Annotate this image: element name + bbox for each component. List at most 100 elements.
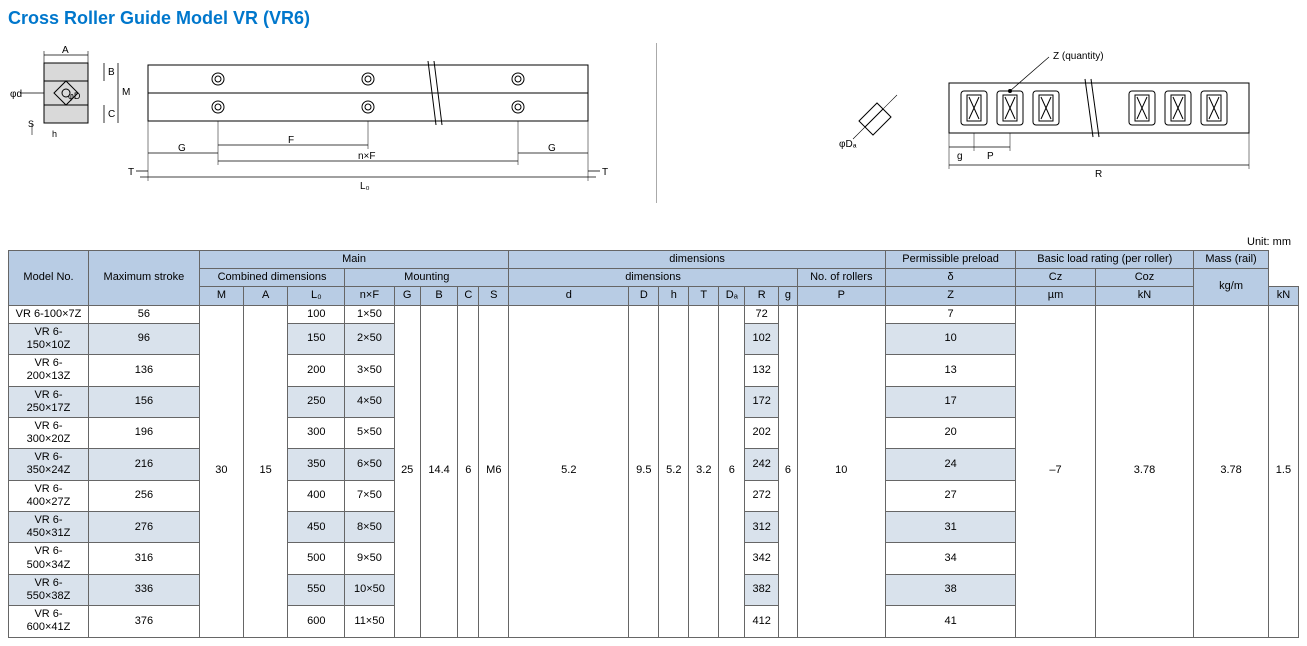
label-A: A [62,45,69,56]
cell: 150 [288,323,345,354]
label-Z: Z (quantity) [1053,51,1104,62]
label-B: B [108,67,115,78]
cell: 11×50 [345,606,394,637]
cell: 20 [885,417,1015,448]
th-stroke: Maximum stroke [89,251,200,306]
diagram-area: A B M C φd φD S h [8,43,1299,206]
unit-label: Unit: mm [8,236,1299,248]
cell-shared: 30 [199,305,243,637]
diagram-right: φDₐ [665,43,1299,203]
label-P: P [987,151,994,162]
cell: 342 [745,543,779,574]
cell-shared: –7 [1016,305,1095,637]
cell: 72 [745,305,779,323]
th-Bh: B [420,287,458,305]
cell: VR 6-600×41Z [9,606,89,637]
label-R: R [1095,169,1102,180]
cell-shared: 1.5 [1268,305,1298,637]
cell: 156 [89,386,200,417]
cell: 242 [745,449,779,480]
label-phiDa: φDₐ [839,139,857,150]
cell: 13 [885,355,1015,386]
th-M: M [199,287,243,305]
cell: 272 [745,480,779,511]
cell: 200 [288,355,345,386]
cell: 500 [288,543,345,574]
cell: 2×50 [345,323,394,354]
cell: 41 [885,606,1015,637]
cell-shared: 5.2 [509,305,629,637]
table-row: VR 6-100×7Z5630151001×502514.46M65.29.55… [9,305,1299,323]
th-load: Basic load rating (per roller) [1016,251,1194,269]
th-preload: Permissible preload [885,251,1015,269]
cell: 100 [288,305,345,323]
th-kN2: kN [1268,287,1298,305]
th-hh: h [659,287,689,305]
th-Zh: Z [885,287,1015,305]
cell: 316 [89,543,200,574]
cell: 10 [885,323,1015,354]
cell: 216 [89,449,200,480]
th-rollers: No. of rollers [797,269,885,287]
cell: 382 [745,574,779,605]
cell: 8×50 [345,512,394,543]
cell: VR 6-300×20Z [9,417,89,448]
cell: 102 [745,323,779,354]
cell-shared: 6 [779,305,798,637]
label-G1: G [178,143,186,154]
th-main: Main [199,251,509,269]
cell: 4×50 [345,386,394,417]
cell: 27 [885,480,1015,511]
th-G: G [394,287,420,305]
table-body: VR 6-100×7Z5630151001×502514.46M65.29.55… [9,305,1299,637]
th-kgm: kg/m [1194,269,1269,305]
label-C: C [108,109,115,120]
label-phid: φd [10,89,22,100]
cell: 276 [89,512,200,543]
cell-shared: 6 [719,305,745,637]
cell: VR 6-500×34Z [9,543,89,574]
cell: 17 [885,386,1015,417]
page-title: Cross Roller Guide Model VR (VR6) [8,8,1299,29]
th-nF: n×F [345,287,394,305]
cell-shared: 3.2 [689,305,719,637]
th-cz: Cz [1016,269,1095,287]
cell: 6×50 [345,449,394,480]
th-Th: T [689,287,719,305]
th-Dh: D [629,287,659,305]
label-F: F [288,135,294,146]
cell: 172 [745,386,779,417]
label-D: φD [68,91,81,101]
cell: 196 [89,417,200,448]
th-kN1: kN [1095,287,1194,305]
cell-shared: 10 [797,305,885,637]
th-dims: dimensions [509,251,886,269]
label-S: S [28,119,34,129]
cell: 9×50 [345,543,394,574]
cell: 5×50 [345,417,394,448]
cell-shared: 5.2 [659,305,689,637]
th-um: µm [1016,287,1095,305]
cell-shared: 15 [244,305,288,637]
cell: VR 6-400×27Z [9,480,89,511]
cell: 1×50 [345,305,394,323]
cell: VR 6-350×24Z [9,449,89,480]
cell: 136 [89,355,200,386]
label-h: h [52,129,57,139]
label-T1: T [128,167,134,178]
th-dims2: dimensions [509,269,797,287]
cell: VR 6-200×13Z [9,355,89,386]
cell: VR 6-150×10Z [9,323,89,354]
cell: VR 6-550×38Z [9,574,89,605]
cell: 376 [89,606,200,637]
cell: 132 [745,355,779,386]
th-coz: Coz [1095,269,1194,287]
th-mounting: Mounting [345,269,509,287]
cell: 202 [745,417,779,448]
cell: 34 [885,543,1015,574]
cell: 7 [885,305,1015,323]
cell: 550 [288,574,345,605]
cell: 56 [89,305,200,323]
label-T2: T [602,167,608,178]
th-L0: L₀ [288,287,345,305]
